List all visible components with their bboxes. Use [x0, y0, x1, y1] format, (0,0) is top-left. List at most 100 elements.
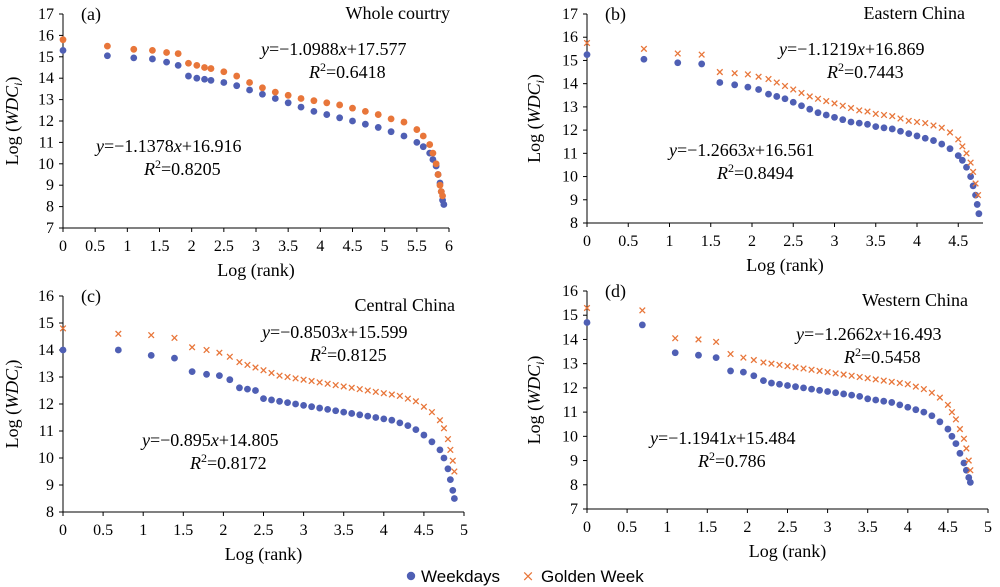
x-tick-label: 3.5: [334, 522, 354, 539]
golden-week-point: [147, 331, 155, 339]
x-tick-label: 2.5: [783, 233, 803, 250]
weekdays-point: [268, 396, 275, 404]
weekdays-point: [808, 385, 815, 393]
x-tick-label: 4.5: [948, 233, 968, 250]
golden-week-point: [583, 304, 591, 312]
golden-week-point: [965, 457, 973, 464]
x-tick-label: 4.5: [343, 238, 363, 255]
y-tick-label: 16: [562, 29, 578, 46]
x-tick-label: 1.5: [173, 522, 193, 539]
weekdays-point: [276, 397, 283, 405]
weekdays-point: [848, 391, 856, 399]
weekdays-point: [174, 61, 182, 69]
panel-b-eastern-china: 0 0.5 1 1.5 2 2.5 3 3.5 4 4.5 8 9 10 11 12 13 14 15 16 17 Lo…: [524, 3, 983, 276]
y-tick-label: 13: [562, 99, 578, 116]
golden-week-point: [856, 373, 863, 381]
x-tick-label: 3: [831, 233, 839, 250]
golden-week-point: [832, 370, 839, 377]
y-tick-label: 12: [38, 113, 54, 130]
golden-week-point: [864, 108, 871, 115]
weekdays-point: [912, 406, 920, 414]
golden-week-point: [755, 73, 762, 80]
y-tick-label: 10: [562, 428, 578, 445]
weekdays-point: [440, 201, 448, 208]
weekdays-point: [446, 476, 454, 483]
golden-week-equation: y=−1.0988x+17.577: [259, 39, 406, 59]
golden-week-point: [946, 129, 954, 136]
weekdays-point: [972, 191, 979, 199]
golden-week-point: [220, 68, 228, 76]
x-axis-title: Log (rank): [746, 255, 823, 276]
weekdays-point: [300, 401, 307, 409]
golden-week-point: [760, 359, 767, 366]
panel-letter: (c): [81, 286, 101, 307]
panel-d-western-china: 0 0.5 1 1.5 2 2.5 3 3.5 4 4.5 5 7 8 9 10 11 12 13 14 15 16 Lo…: [524, 281, 992, 562]
y-tick-label: 9: [46, 177, 54, 194]
legend-weekdays-marker: [406, 571, 416, 581]
golden-week-point: [784, 362, 791, 370]
golden-week-point: [920, 385, 928, 393]
golden-week-point: [284, 373, 291, 381]
golden-week-point: [226, 353, 234, 361]
x-tick-label: 5: [381, 238, 389, 255]
weekdays-point: [356, 411, 364, 419]
x-tick-label: 2: [188, 238, 196, 255]
legend-golden-marker: ×: [522, 567, 535, 585]
weekdays-point: [789, 98, 797, 106]
weekdays-point: [832, 389, 840, 397]
weekdays-point: [203, 370, 210, 378]
golden-week-point: [855, 107, 863, 114]
golden-week-r-squared: R2=0.5458: [843, 345, 921, 367]
legend: Weekdays × Golden Week: [406, 567, 644, 586]
weekdays-point: [413, 139, 421, 146]
panel-title: Western China: [862, 290, 968, 310]
x-tick-label: 0: [583, 519, 591, 536]
panel-title: Eastern China: [864, 3, 965, 23]
golden-week-point: [193, 61, 201, 69]
golden-week-point: [872, 110, 880, 118]
golden-week-point: [374, 111, 382, 118]
golden-week-point: [583, 39, 591, 47]
x-tick-label: 0.5: [85, 238, 105, 255]
golden-week-point: [695, 336, 702, 343]
weekdays-point: [896, 401, 904, 409]
weekdays-point: [946, 145, 954, 153]
weekdays-point: [400, 132, 408, 140]
y-tick-label: 7: [46, 220, 54, 237]
weekdays-point: [259, 90, 266, 98]
y-tick-label: 16: [38, 27, 54, 44]
golden-week-point: [185, 59, 192, 67]
x-tick-label: 0.5: [617, 519, 637, 536]
x-tick-label: 2: [743, 519, 751, 536]
x-tick-label: 0: [59, 238, 67, 255]
y-tick-label: 17: [562, 6, 578, 23]
weekdays-point: [396, 419, 404, 427]
x-tick-label: 0: [583, 233, 591, 250]
golden-week-point: [798, 89, 805, 97]
weekdays-r-squared: R2=0.786: [697, 449, 766, 471]
golden-week-point: [316, 379, 323, 386]
weekdays-point: [171, 354, 178, 362]
golden-week-point: [904, 380, 912, 388]
weekdays-point: [928, 412, 936, 420]
y-tick-label: 11: [563, 404, 578, 421]
golden-week-point: [336, 101, 344, 109]
weekdays-point: [765, 90, 772, 98]
weekdays-point: [364, 412, 372, 420]
y-axis-title: Log (WDCi): [524, 74, 547, 163]
x-tick-label: 6: [445, 238, 453, 255]
golden-week-point: [429, 149, 437, 157]
golden-week-point: [260, 366, 267, 374]
weekdays-point: [773, 93, 781, 100]
x-tick-label: 1: [123, 238, 131, 255]
weekdays-point: [921, 134, 929, 142]
golden-week-point: [792, 364, 799, 371]
panel-letter: (a): [81, 4, 101, 25]
golden-week-point: [744, 71, 752, 78]
x-tick-label: 4: [316, 238, 324, 255]
weekdays-point: [798, 102, 805, 110]
weekdays-point: [324, 406, 332, 413]
weekdays-point: [776, 380, 783, 388]
panel-a-whole-country: 0 0.5 1 1.5 2 2.5 3 3.5 4 4.5 5 5.5 6 7 8 9 10 11 12 13 14 15…: [2, 3, 453, 281]
weekdays-point: [800, 384, 807, 392]
